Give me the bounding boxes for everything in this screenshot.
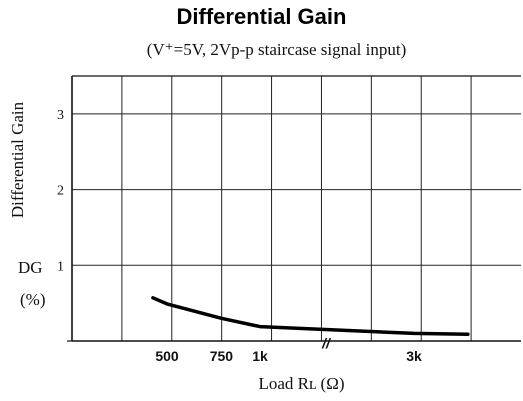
y-tick-label: 2 [57, 184, 64, 199]
series-line [151, 296, 470, 336]
y-axis-unit: (%) [20, 290, 46, 309]
x-tick-label: 3k [406, 348, 422, 364]
y-axis-symbol: DG [18, 258, 43, 277]
x-tick-label: 1k [252, 348, 268, 364]
x-tick-label: 750 [210, 348, 234, 364]
chart-title: Differential Gain [176, 4, 347, 29]
y-tick-label: 1 [57, 259, 64, 274]
x-axis-label: Load Rʟ (Ω) [258, 374, 345, 393]
chart-subtitle: (V⁺=5V, 2Vp-p staircase signal input) [146, 40, 407, 59]
x-tick-label: 500 [155, 348, 179, 364]
y-tick-label: 3 [57, 108, 64, 123]
axis-break-mark: // [321, 335, 332, 351]
